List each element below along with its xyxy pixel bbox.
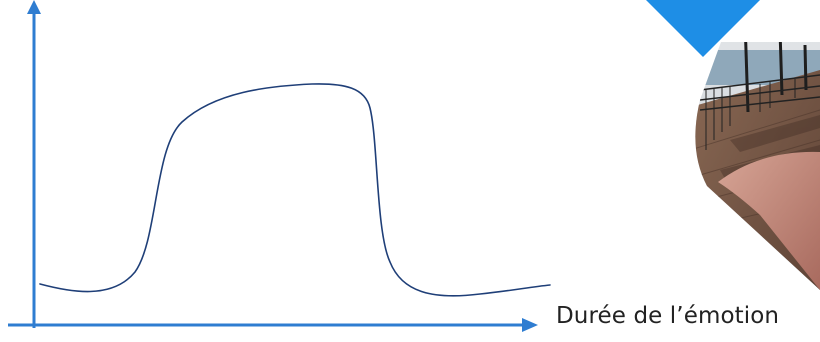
emotion-curve	[39, 83, 551, 297]
y-axis-arrowhead	[27, 0, 41, 14]
accent-triangle	[646, 0, 760, 57]
x-axis-arrowhead	[522, 318, 538, 332]
y-axis	[27, 0, 41, 328]
boardwalk-photo	[695, 42, 820, 290]
x-axis	[8, 318, 538, 332]
x-axis-label: Durée de l’émotion	[556, 303, 780, 329]
